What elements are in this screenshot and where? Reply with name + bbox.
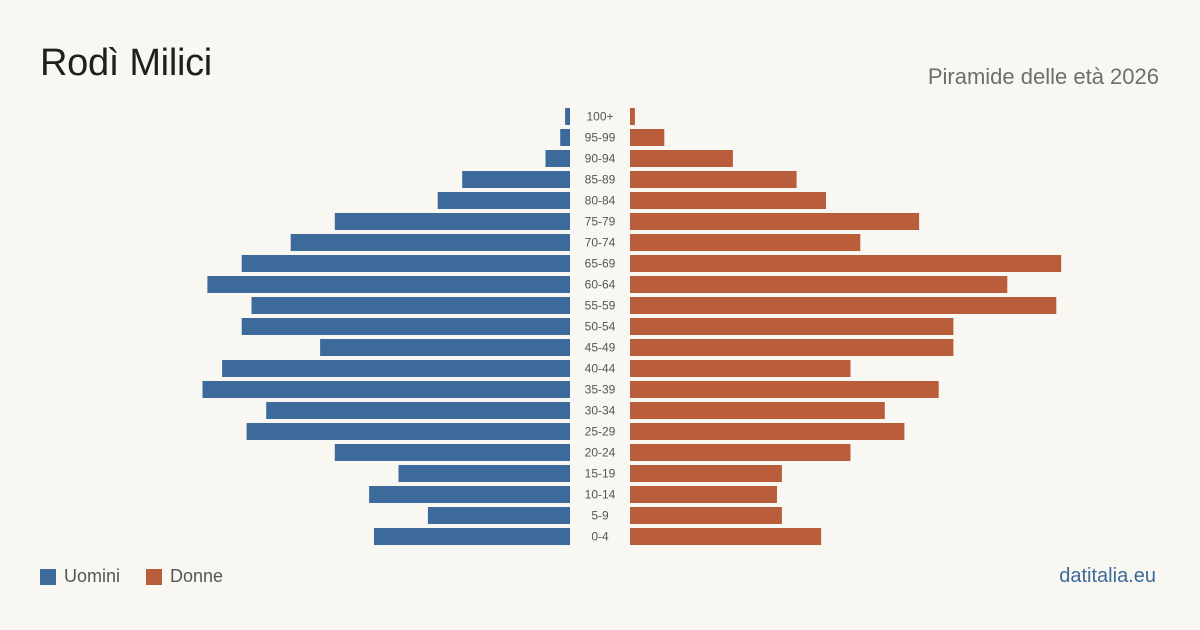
- bar-female-60-64: [630, 276, 1008, 293]
- bar-female-70-74: [630, 234, 861, 251]
- bar-male-20-24: [334, 444, 570, 461]
- bar-female-75-79: [630, 213, 920, 230]
- bar-male-95-99: [560, 129, 570, 146]
- bar-male-0-4: [374, 528, 570, 545]
- bar-female-85-89: [630, 171, 797, 188]
- bar-male-70-74: [290, 234, 570, 251]
- age-group-label: 75-79: [585, 215, 616, 229]
- bar-male-85-89: [462, 171, 570, 188]
- bar-male-45-49: [320, 339, 570, 356]
- legend-label-male: Uomini: [64, 566, 121, 586]
- bar-male-75-79: [334, 213, 570, 230]
- legend-item-male: Uomini: [40, 566, 120, 587]
- bar-female-0-4: [630, 528, 822, 545]
- legend-swatch-female: [146, 568, 163, 585]
- age-group-label: 15-19: [585, 467, 616, 481]
- bar-female-15-19: [630, 465, 782, 482]
- bar-female-50-54: [630, 318, 954, 335]
- age-group-label: 100+: [586, 110, 613, 124]
- age-group-label: 95-99: [585, 131, 616, 145]
- bar-male-90-94: [545, 150, 570, 167]
- bar-male-55-59: [251, 297, 570, 314]
- bar-female-90-94: [630, 150, 733, 167]
- bar-female-20-24: [630, 444, 851, 461]
- bar-male-30-34: [266, 402, 570, 419]
- bar-female-5-9: [630, 507, 782, 524]
- age-group-label: 50-54: [585, 320, 616, 334]
- bar-male-100+: [565, 108, 570, 125]
- bar-male-40-44: [222, 360, 570, 377]
- chart-title: Rodì Milici: [40, 42, 212, 84]
- bar-male-35-39: [202, 381, 570, 398]
- legend-item-female: Donne: [146, 566, 223, 587]
- bar-male-25-29: [246, 423, 570, 440]
- bar-female-25-29: [630, 423, 905, 440]
- bar-female-95-99: [630, 129, 665, 146]
- age-group-label: 45-49: [585, 341, 616, 355]
- bar-female-30-34: [630, 402, 885, 419]
- bar-female-10-14: [630, 486, 777, 503]
- legend-label-female: Donne: [170, 566, 224, 586]
- age-group-label: 60-64: [585, 278, 616, 292]
- age-group-label: 30-34: [585, 404, 616, 418]
- bar-female-80-84: [630, 192, 826, 209]
- chart-subtitle: Piramide delle età 2026: [927, 64, 1159, 89]
- bar-male-80-84: [437, 192, 570, 209]
- bar-male-65-69: [241, 255, 570, 272]
- age-group-label: 5-9: [591, 509, 609, 523]
- age-group-label: 55-59: [585, 299, 616, 313]
- age-group-label: 80-84: [585, 194, 616, 208]
- bar-female-55-59: [630, 297, 1057, 314]
- bar-male-50-54: [241, 318, 570, 335]
- bar-female-35-39: [630, 381, 939, 398]
- bar-male-10-14: [369, 486, 570, 503]
- legend-swatch-male: [40, 568, 56, 585]
- age-group-label: 85-89: [585, 173, 616, 187]
- age-group-label: 20-24: [585, 446, 616, 460]
- age-group-label: 65-69: [585, 257, 616, 271]
- bar-female-100+: [630, 108, 635, 125]
- age-group-label: 0-4: [591, 530, 609, 544]
- bar-female-45-49: [630, 339, 954, 356]
- age-group-label: 10-14: [585, 488, 616, 502]
- bar-female-40-44: [630, 360, 851, 377]
- age-group-label: 35-39: [585, 383, 616, 397]
- bar-male-5-9: [427, 507, 570, 524]
- age-group-label: 40-44: [585, 362, 616, 376]
- brand-link[interactable]: datitalia.eu: [1059, 565, 1156, 587]
- bar-male-60-64: [207, 276, 570, 293]
- age-group-label: 70-74: [585, 236, 616, 250]
- age-group-label: 90-94: [585, 152, 616, 166]
- legend: Uomini Donne: [40, 566, 249, 587]
- bar-male-15-19: [398, 465, 570, 482]
- age-group-label: 25-29: [585, 425, 616, 439]
- bar-female-65-69: [630, 255, 1062, 272]
